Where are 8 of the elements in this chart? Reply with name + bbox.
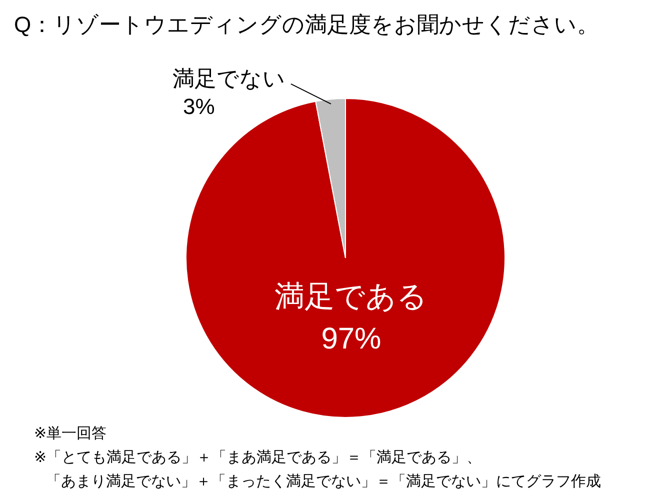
slice-label: 満足でない — [172, 66, 286, 92]
chart-title: Q：リゾートウエディングの満足度をお聞かせください。 — [14, 11, 600, 39]
data-label: 97% — [321, 322, 382, 356]
slice-label: 満足である — [274, 280, 428, 314]
text: 「あまり満足でない」＋「まったく満足でない」＝「満足でない」にてグラフ作成 — [45, 472, 601, 492]
data-label: 3% — [183, 94, 215, 120]
text: ※「とても満足である」＋「まあ満足である」＝「満足である」、 — [34, 448, 483, 468]
text: ※単一回答 — [34, 424, 108, 444]
